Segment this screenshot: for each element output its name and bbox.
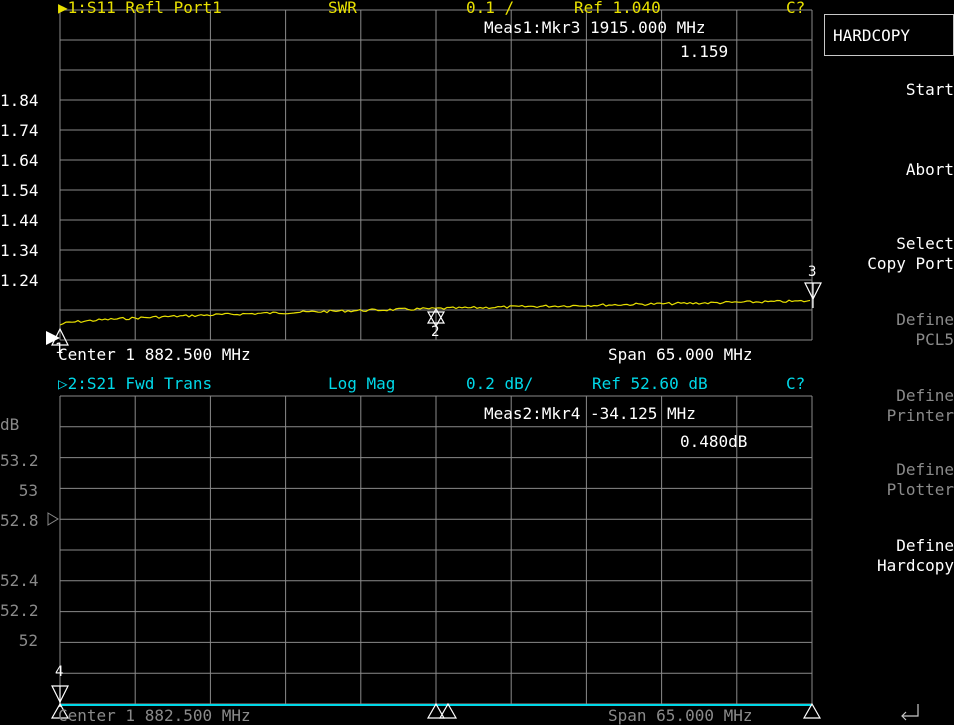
trace1-ylabel: 1.54 — [0, 181, 39, 200]
marker-center-icons — [426, 702, 822, 719]
define-printer-softkey[interactable]: Define Printer — [824, 386, 954, 426]
abort-softkey[interactable]: Abort — [905, 160, 954, 179]
define-pcl5-line1: Define — [896, 310, 954, 329]
trace1-marker-readout: Meas1:Mkr3 1915.000 MHz — [484, 18, 706, 37]
trace2-cal-status: C? — [786, 374, 806, 393]
marker-4-icon — [50, 685, 70, 719]
trace1-scale[interactable]: 0.1 / — [466, 0, 515, 17]
select-copy-port-line1: Select — [896, 234, 954, 253]
define-plotter-softkey[interactable]: Define Plotter — [824, 460, 954, 500]
trace2-unit-label: dB — [0, 415, 20, 434]
trace2-ref-pointer-icon — [47, 512, 59, 526]
trace1-ref[interactable]: Ref 1.040 — [574, 0, 661, 17]
trace1-ylabel: 1.84 — [0, 91, 39, 110]
trace2-marker-value: 0.480dB — [680, 432, 748, 451]
trace2-ref[interactable]: Ref 52.60 dB — [592, 374, 708, 393]
return-arrow-icon — [901, 704, 919, 721]
trace1-marker-value: 1.159 — [680, 42, 729, 61]
trace2-ylabel: 52.2 — [0, 601, 39, 620]
start-softkey[interactable]: Start — [905, 80, 954, 99]
trace1-ylabel: 1.44 — [0, 211, 39, 230]
define-printer-line2: Printer — [886, 406, 954, 425]
trace2-ylabel: 52.4 — [0, 571, 39, 590]
trace2-ylabel: 52 — [18, 631, 38, 650]
trace1-format[interactable]: SWR — [328, 0, 357, 17]
trace1-ylabel: 1.64 — [0, 151, 39, 170]
trace2-ylabel: 53.2 — [0, 451, 39, 470]
trace1-ylabel: 1.24 — [0, 271, 39, 290]
define-hardcopy-line2: Hardcopy — [876, 556, 954, 575]
define-pcl5-line2: PCL5 — [915, 330, 954, 349]
define-printer-line1: Define — [896, 386, 954, 405]
define-plotter-line2: Plotter — [886, 480, 954, 499]
trace1-line — [59, 299, 811, 326]
trace1-title[interactable]: ▶1:S11 Refl Port1 — [58, 0, 222, 17]
trace1-graticule — [59, 9, 813, 341]
define-plotter-line1: Define — [896, 460, 954, 479]
trace2-title[interactable]: ▷2:S21 Fwd Trans — [58, 374, 213, 393]
hardcopy-menu-title: HARDCOPY — [824, 14, 954, 56]
trace1-span[interactable]: Span 65.000 MHz — [608, 345, 753, 364]
trace2-span[interactable]: Span 65.000 MHz — [608, 706, 753, 725]
define-pcl5-softkey[interactable]: Define PCL5 — [824, 310, 954, 350]
trace1-center-freq[interactable]: Center 1 882.500 MHz — [58, 345, 251, 364]
select-copy-port-line2: Copy Port — [867, 254, 954, 273]
marker-3-label: 3 — [808, 264, 817, 280]
return-softkey[interactable] — [896, 700, 926, 722]
trace2-marker-readout: Meas2:Mkr4 -34.125 MHz — [484, 404, 696, 423]
trace2-center-freq[interactable]: Center 1 882.500 MHz — [58, 706, 251, 725]
marker-3-icon — [804, 282, 822, 308]
marker-2-label: 2 — [431, 324, 440, 340]
trace2-ylabel: 53 — [18, 481, 38, 500]
define-hardcopy-line1: Define — [896, 536, 954, 555]
marker-2-icon — [426, 307, 446, 328]
trace1-ylabel: 1.74 — [0, 121, 39, 140]
trace1-cal-status: C? — [786, 0, 806, 17]
reference-pointer-icon — [46, 331, 60, 345]
marker-1-label: 1 — [55, 341, 64, 357]
select-copy-port-softkey[interactable]: Select Copy Port — [824, 234, 954, 274]
trace1-ylabel: 1.34 — [0, 241, 39, 260]
marker-4-label: 4 — [55, 664, 64, 680]
trace2-scale[interactable]: 0.2 dB/ — [466, 374, 534, 393]
define-hardcopy-softkey[interactable]: Define Hardcopy — [824, 536, 954, 576]
trace2-ylabel: 52.8 — [0, 511, 39, 530]
trace2-format[interactable]: Log Mag — [328, 374, 396, 393]
